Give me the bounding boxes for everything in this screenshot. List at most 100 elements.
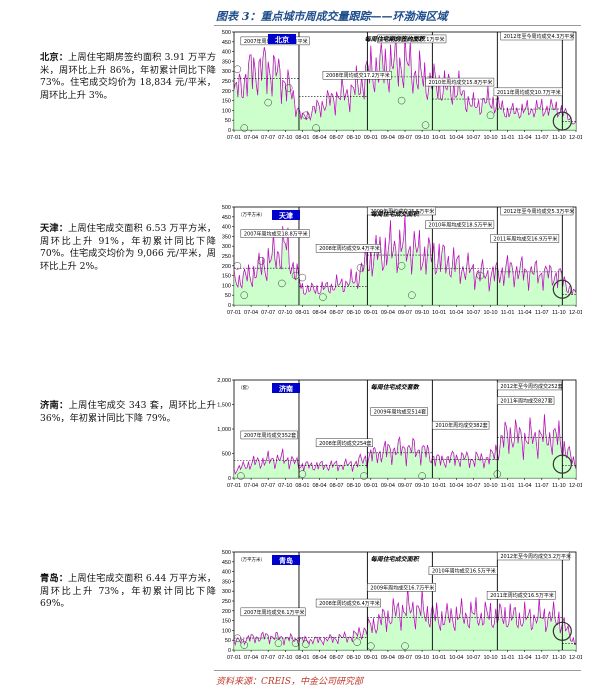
x-tick-label: 10-04 bbox=[449, 310, 463, 316]
x-tick-label: 09-04 bbox=[381, 483, 395, 489]
annotation-text: 2011年周均成交827套 bbox=[500, 398, 552, 405]
x-tick-label: 07-10 bbox=[278, 310, 292, 316]
x-tick-label: 10-07 bbox=[466, 655, 480, 661]
city-label: 天津 bbox=[279, 211, 293, 220]
annotation-box bbox=[500, 31, 574, 41]
annotation-text: 2011年周均成交10.7万平米 bbox=[497, 89, 561, 96]
y-tick-label: 150 bbox=[222, 274, 231, 280]
y-tick-label: 250 bbox=[222, 79, 231, 85]
x-tick-label: 07-04 bbox=[244, 135, 258, 141]
y-tick-label: 1,000 bbox=[217, 427, 231, 433]
annotation-box bbox=[370, 407, 428, 416]
x-tick-label: 10-07 bbox=[466, 483, 480, 489]
city-label-box bbox=[268, 34, 296, 44]
low-point-circle bbox=[360, 472, 368, 480]
x-tick-label: 09-04 bbox=[381, 310, 395, 316]
chart-title: 每周住宅成交面积 bbox=[371, 555, 420, 563]
x-tick-label: 10-04 bbox=[449, 135, 463, 141]
y-tick-label: 400 bbox=[222, 570, 231, 576]
y-tick-label: 0 bbox=[228, 128, 231, 134]
y-tick-label: 450 bbox=[222, 40, 231, 46]
chart-title: 每周住宅期房签约面积 bbox=[365, 35, 426, 43]
low-point-circle bbox=[302, 111, 310, 120]
annotation-text: 2011年周均成交16.9万平米 bbox=[494, 235, 558, 242]
annotation-text: 2010年周均成交382套 bbox=[435, 422, 487, 429]
x-tick-label: 10-07 bbox=[466, 310, 480, 316]
x-tick-label: 11-07 bbox=[535, 655, 549, 661]
annotation-text: 2012年至今周均成交4.3万平米 bbox=[504, 33, 575, 40]
annotation-box bbox=[425, 220, 495, 229]
low-point-circle bbox=[397, 262, 406, 270]
y-tick-label: 150 bbox=[222, 99, 231, 105]
x-tick-label: 08-04 bbox=[312, 483, 326, 489]
low-point-circle bbox=[278, 279, 286, 288]
x-tick-label: 08-10 bbox=[347, 135, 361, 141]
x-tick-label: 09-10 bbox=[415, 135, 429, 141]
y-tick-label: 500 bbox=[222, 452, 231, 458]
y-tick-label: 50 bbox=[225, 118, 231, 124]
city-label: 北京 bbox=[275, 35, 289, 44]
x-tick-label: 12-01 bbox=[569, 135, 582, 141]
low-point-circle bbox=[274, 639, 283, 647]
x-tick-label: 11-01 bbox=[501, 483, 515, 489]
x-tick-label: 08-01 bbox=[295, 655, 309, 661]
x-tick-label: 10-01 bbox=[432, 135, 446, 141]
annotation-text: 2007年周均成交352套 bbox=[244, 432, 296, 439]
low-point-circle bbox=[237, 472, 245, 480]
annotation-box bbox=[367, 206, 436, 216]
y-tick-label: 100 bbox=[222, 283, 231, 289]
low-point-circle bbox=[284, 84, 293, 92]
desc-jinan: 济南：上周住宅成交 343 套，周环比上升 36%，年初累计同比下降 79%。 bbox=[40, 400, 216, 425]
city-label: 青岛 bbox=[279, 556, 293, 565]
y-tick-label: 0 bbox=[228, 476, 231, 482]
low-point-circle bbox=[291, 271, 300, 280]
x-tick-label: 09-07 bbox=[398, 135, 412, 141]
desc-text: 上周住宅期房签约面积 3.91 万平方米，周环比上升 86%，年初累计同比下降 … bbox=[40, 52, 217, 101]
latest-week-circle bbox=[552, 279, 572, 299]
x-tick-label: 09-01 bbox=[364, 310, 378, 316]
x-tick-label: 08-04 bbox=[312, 310, 326, 316]
annotation-box bbox=[367, 583, 436, 592]
x-tick-label: 08-07 bbox=[330, 483, 344, 489]
chart-title: 每周住宅成交面积 bbox=[371, 210, 420, 218]
low-point-circle bbox=[233, 634, 242, 642]
x-tick-label: 10-04 bbox=[449, 655, 463, 661]
low-point-circle bbox=[486, 111, 495, 120]
source-note: 资料来源：CREIS，中金公司研究部 bbox=[216, 677, 363, 687]
x-tick-label: 08-07 bbox=[330, 135, 344, 141]
x-tick-label: 11-04 bbox=[518, 483, 532, 489]
y-tick-label: 400 bbox=[222, 50, 231, 56]
desc-city: 北京： bbox=[40, 52, 69, 63]
x-tick-label: 07-07 bbox=[261, 655, 275, 661]
annotation-text: 2012年至今周均成交252套 bbox=[500, 383, 562, 390]
x-tick-label: 08-01 bbox=[295, 135, 309, 141]
annotation-box bbox=[493, 87, 563, 97]
x-tick-label: 10-01 bbox=[432, 655, 446, 661]
city-label-box bbox=[272, 383, 300, 393]
desc-city: 济南： bbox=[40, 400, 69, 411]
y-tick-label: 500 bbox=[222, 30, 231, 36]
chart-panel-qingdao: 0 50 100 150 200 250 300 350 400 450 500 07-01 07-04… bbox=[214, 548, 582, 670]
x-tick-label: 10-01 bbox=[432, 310, 446, 316]
x-tick-label: 08-04 bbox=[312, 135, 326, 141]
low-point-circle bbox=[240, 291, 249, 299]
annotation-box bbox=[315, 244, 381, 253]
y-tick-label: 1,500 bbox=[217, 403, 231, 409]
annotation-box bbox=[428, 566, 498, 575]
y-tick-label: 200 bbox=[222, 609, 231, 615]
desc-beijing: 北京：上周住宅期房签约面积 3.91 万平方米，周环比上升 86%，年初累计同比… bbox=[40, 52, 216, 102]
x-tick-label: 07-10 bbox=[278, 135, 292, 141]
low-point-circle bbox=[240, 124, 249, 132]
low-point-circle bbox=[233, 262, 242, 270]
y-unit-label: （套） bbox=[238, 384, 252, 391]
x-tick-label: 11-04 bbox=[518, 655, 532, 661]
x-tick-label: 08-07 bbox=[330, 655, 344, 661]
annotation-box bbox=[377, 34, 447, 44]
low-point-circle bbox=[397, 96, 406, 105]
y-tick-label: 350 bbox=[222, 234, 231, 240]
x-tick-label: 11-07 bbox=[535, 483, 549, 489]
low-point-circle bbox=[493, 470, 502, 478]
x-tick-label: 09-10 bbox=[415, 310, 429, 316]
x-tick-label: 07-01 bbox=[227, 655, 241, 661]
desc-city: 青岛： bbox=[40, 573, 69, 584]
